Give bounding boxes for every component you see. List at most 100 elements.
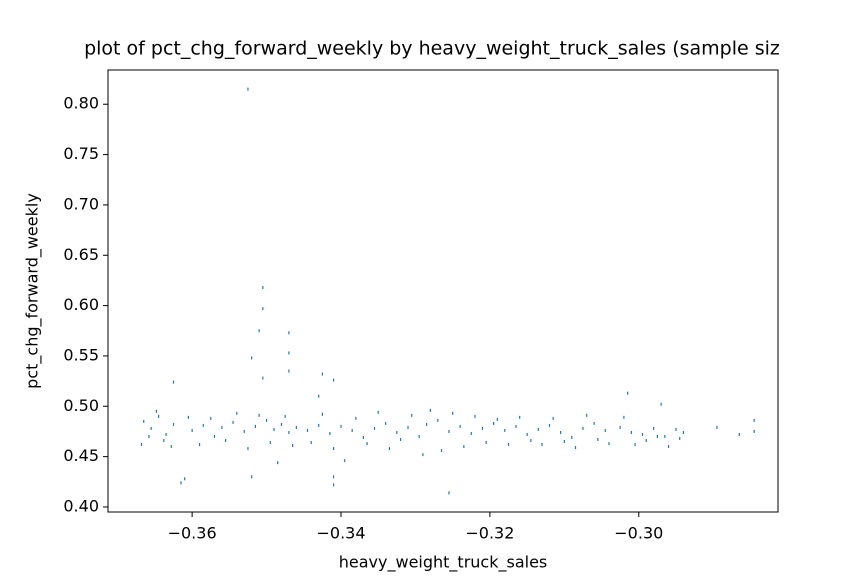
point (258, 329, 260, 333)
point (180, 481, 182, 485)
point (504, 428, 506, 432)
chart-title: plot of pct_chg_forward_weekly by heavy_… (84, 38, 780, 60)
y-tick-label: 0.50 (63, 396, 99, 415)
point (519, 415, 521, 419)
point (574, 446, 577, 450)
point (530, 439, 532, 443)
point (155, 409, 157, 413)
point (664, 434, 666, 438)
point (269, 441, 271, 445)
point (738, 432, 740, 436)
point (265, 418, 268, 422)
point (288, 430, 290, 434)
point (362, 435, 364, 439)
point (140, 443, 143, 447)
point (262, 285, 264, 289)
point (184, 477, 186, 481)
y-tick-label: 0.40 (63, 496, 99, 515)
point (593, 421, 595, 425)
point (288, 351, 290, 355)
point (150, 426, 152, 430)
point (541, 443, 543, 447)
point (660, 402, 662, 406)
point (202, 423, 204, 427)
point (172, 422, 175, 426)
point (277, 461, 279, 465)
point (332, 483, 335, 487)
point (563, 440, 565, 444)
point (679, 437, 681, 441)
point (552, 416, 554, 420)
point (243, 429, 245, 433)
y-tick-label: 0.65 (63, 245, 99, 264)
plot-frame (107, 69, 779, 513)
point (560, 430, 562, 434)
point (318, 423, 320, 427)
point (310, 441, 312, 445)
point (232, 420, 234, 424)
point (262, 376, 264, 380)
point (172, 380, 175, 384)
x-tick-label: −0.32 (465, 524, 514, 543)
point (526, 432, 528, 436)
point (459, 424, 461, 428)
point (470, 431, 472, 435)
point (191, 428, 193, 432)
point (321, 412, 323, 416)
x-axis-label: heavy_weight_truck_sales (339, 553, 548, 573)
point (675, 427, 677, 431)
x-tick-label: −0.36 (168, 524, 217, 543)
point (251, 475, 253, 479)
point (604, 428, 606, 432)
point (608, 442, 610, 446)
point (440, 449, 443, 453)
y-tick-label: 0.45 (63, 446, 99, 465)
point (627, 391, 629, 395)
point (429, 408, 431, 412)
point (396, 430, 398, 434)
point (373, 426, 376, 430)
point (329, 431, 331, 435)
point (295, 425, 297, 429)
point (385, 421, 387, 425)
point (597, 438, 599, 442)
point (187, 415, 189, 419)
point (273, 427, 275, 431)
point (210, 416, 212, 420)
point (262, 307, 264, 311)
point (485, 441, 487, 445)
x-tick-label: −0.30 (614, 524, 663, 543)
point (422, 453, 424, 457)
point (634, 443, 636, 447)
point (288, 369, 290, 373)
point (332, 378, 335, 382)
point (247, 87, 249, 91)
y-tick-label: 0.75 (63, 144, 99, 163)
point (318, 394, 320, 398)
point (170, 445, 172, 449)
point (619, 425, 621, 429)
point (258, 413, 260, 417)
point (507, 443, 510, 447)
point (463, 445, 465, 449)
point (582, 426, 584, 430)
point (586, 413, 588, 417)
point (641, 432, 644, 436)
y-tick-label: 0.70 (63, 194, 99, 213)
point (548, 423, 551, 427)
point (645, 439, 647, 443)
point (340, 424, 342, 428)
point (452, 411, 454, 415)
point (753, 429, 755, 433)
point (247, 447, 249, 451)
point (213, 434, 216, 438)
x-tick-label: −0.34 (316, 524, 365, 543)
point (474, 414, 476, 418)
point (158, 414, 160, 418)
point (418, 434, 420, 438)
point (537, 427, 539, 431)
point (388, 447, 390, 451)
point (280, 422, 283, 426)
